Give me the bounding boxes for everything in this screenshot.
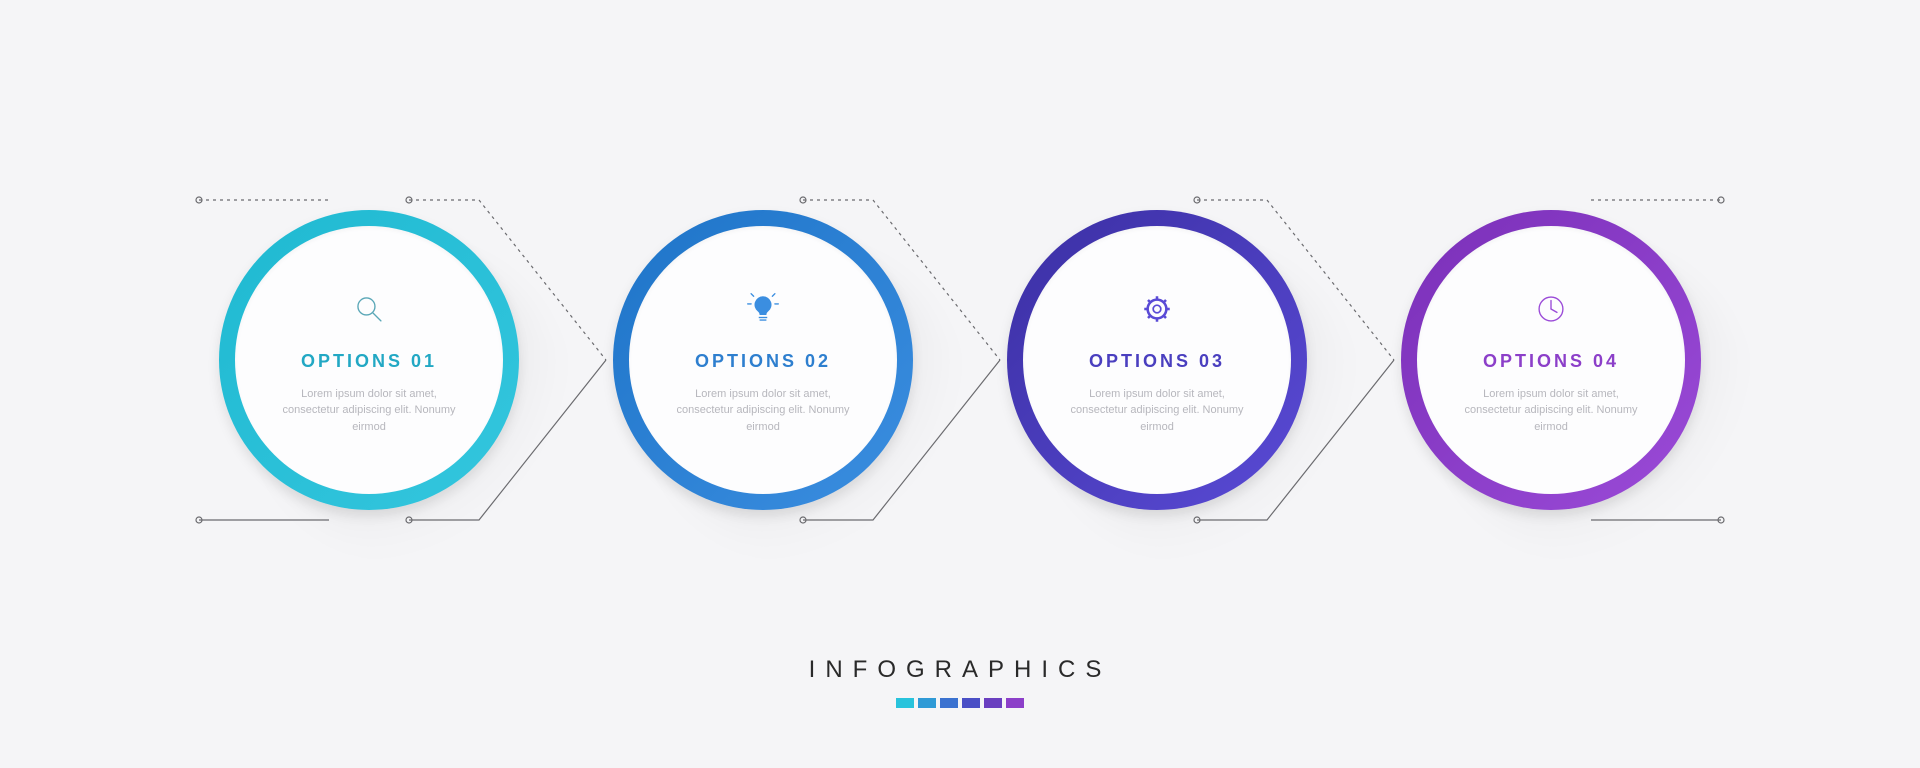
- step-disc: OPTIONS 01 Lorem ipsum dolor sit amet, co…: [235, 226, 503, 494]
- step-disc: OPTIONS 03 Lorem ipsum dolor sit amet, co…: [1023, 226, 1291, 494]
- step-title: OPTIONS 04: [1483, 351, 1619, 372]
- search-icon: [349, 289, 389, 329]
- step-title: OPTIONS 02: [695, 351, 831, 372]
- footer-title: INFOGRAPHICS: [0, 656, 1920, 684]
- step-disc: OPTIONS 02 Lorem ipsum dolor sit amet, co…: [629, 226, 897, 494]
- step-title: OPTIONS 03: [1089, 351, 1225, 372]
- steps-row: OPTIONS 01 Lorem ipsum dolor sit amet, co…: [0, 160, 1920, 560]
- step-body: Lorem ipsum dolor sit amet, consectetur …: [1062, 386, 1252, 436]
- step-opt3: OPTIONS 03 Lorem ipsum dolor sit amet, co…: [1007, 210, 1307, 510]
- swatch-5: [1006, 698, 1024, 708]
- step-title: OPTIONS 01: [301, 351, 437, 372]
- step-body: Lorem ipsum dolor sit amet, consectetur …: [1456, 386, 1646, 436]
- footer-swatches: [0, 698, 1920, 708]
- clock-icon: [1531, 289, 1571, 329]
- step-body: Lorem ipsum dolor sit amet, consectetur …: [274, 386, 464, 436]
- swatch-3: [962, 698, 980, 708]
- swatch-2: [940, 698, 958, 708]
- swatch-1: [918, 698, 936, 708]
- infographic-stage: OPTIONS 01 Lorem ipsum dolor sit amet, co…: [0, 0, 1920, 768]
- step-opt4: OPTIONS 04 Lorem ipsum dolor sit amet, co…: [1401, 210, 1701, 510]
- step-body: Lorem ipsum dolor sit amet, consectetur …: [668, 386, 858, 436]
- bulb-icon: [743, 289, 783, 329]
- step-opt1: OPTIONS 01 Lorem ipsum dolor sit amet, co…: [219, 210, 519, 510]
- gear-icon: [1137, 289, 1177, 329]
- swatch-4: [984, 698, 1002, 708]
- step-opt2: OPTIONS 02 Lorem ipsum dolor sit amet, co…: [613, 210, 913, 510]
- swatch-0: [896, 698, 914, 708]
- footer: INFOGRAPHICS: [0, 656, 1920, 708]
- step-disc: OPTIONS 04 Lorem ipsum dolor sit amet, co…: [1417, 226, 1685, 494]
